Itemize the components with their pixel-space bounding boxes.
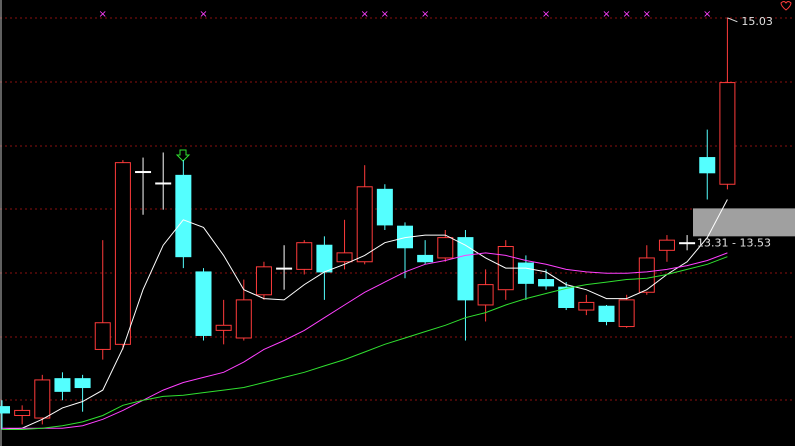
candle: [517, 255, 534, 300]
candle: [638, 245, 655, 295]
signal-marker: ×: [602, 9, 610, 20]
candle: [316, 236, 333, 300]
candle-body: [114, 162, 131, 345]
signal-marker: ×: [622, 9, 630, 20]
candle-body: [356, 186, 373, 263]
candle: [437, 229, 454, 262]
signal-marker: ×: [643, 9, 651, 20]
candle-body: [598, 305, 615, 322]
candle: [719, 17, 736, 190]
candle: [74, 374, 91, 412]
candle: [699, 129, 716, 200]
candle-body: [276, 267, 293, 270]
candle: [538, 269, 555, 290]
candle-body: [719, 82, 736, 185]
candle-body: [74, 378, 91, 389]
moving-average-line: [2, 256, 728, 430]
candle-body: [517, 262, 534, 284]
candle-body: [195, 271, 212, 336]
candle-body: [135, 171, 152, 174]
candle-body: [296, 242, 313, 270]
candle: [658, 235, 675, 262]
signal-marker: ×: [703, 9, 711, 20]
candle: [215, 299, 232, 345]
candle: [0, 400, 10, 430]
high-label: 15.03: [741, 15, 773, 28]
candle: [376, 184, 393, 230]
candle-body: [558, 286, 575, 308]
candle-body: [54, 378, 71, 392]
moving-average-line: [2, 252, 728, 429]
candle-body: [638, 257, 655, 293]
candle-body: [215, 324, 232, 331]
candle-body: [477, 284, 494, 306]
candle: [457, 229, 474, 341]
candle: [135, 157, 152, 215]
candle-body: [336, 252, 353, 263]
candle-body: [34, 379, 51, 419]
candle: [54, 372, 71, 401]
candle-body: [235, 299, 252, 339]
signal-marker: ×: [421, 9, 429, 20]
candle: [235, 279, 252, 341]
candle-body: [618, 299, 635, 328]
candle: [296, 240, 313, 275]
candle-body: [538, 279, 555, 287]
band-label: 13.31 - 13.53: [697, 236, 771, 249]
candle: [497, 240, 514, 300]
candle: [679, 235, 696, 251]
candle: [598, 304, 615, 326]
candle-body: [0, 406, 10, 414]
candle: [356, 165, 373, 265]
heart-icon: [780, 1, 792, 11]
candle-body: [14, 409, 31, 417]
candle: [14, 405, 31, 425]
candle: [155, 152, 172, 210]
candle: [417, 240, 434, 265]
candle-body: [175, 174, 192, 258]
moving-average-line: [1, 199, 728, 430]
candle-body: [94, 322, 111, 350]
signal-marker: ×: [199, 9, 207, 20]
signal-marker: ×: [542, 9, 550, 20]
candle: [578, 294, 595, 316]
candle: [397, 222, 413, 279]
range-band: [693, 208, 795, 237]
candle-body: [376, 188, 393, 226]
high-pointer: [727, 17, 738, 23]
candle: [175, 160, 192, 269]
candle-body: [255, 266, 272, 296]
candle-body: [457, 237, 474, 301]
candle: [558, 282, 575, 311]
candle: [255, 261, 272, 300]
candle-body: [437, 237, 454, 259]
candle-body: [316, 244, 333, 273]
signal-marker: ×: [99, 9, 107, 20]
candle: [195, 268, 212, 341]
candle-body: [699, 157, 716, 174]
candle: [94, 240, 111, 360]
signal-marker: ×: [381, 9, 389, 20]
candle: [618, 294, 635, 328]
signal-arrow: [175, 149, 191, 162]
candle-body: [679, 242, 696, 245]
candle-body: [578, 301, 595, 311]
candle-body: [658, 239, 675, 251]
candle: [34, 374, 51, 425]
candle: [114, 160, 131, 350]
candle: [276, 245, 293, 290]
candle-body: [155, 182, 172, 185]
candle-body: [417, 254, 434, 263]
signal-marker: ×: [361, 9, 369, 20]
candle: [336, 219, 353, 270]
